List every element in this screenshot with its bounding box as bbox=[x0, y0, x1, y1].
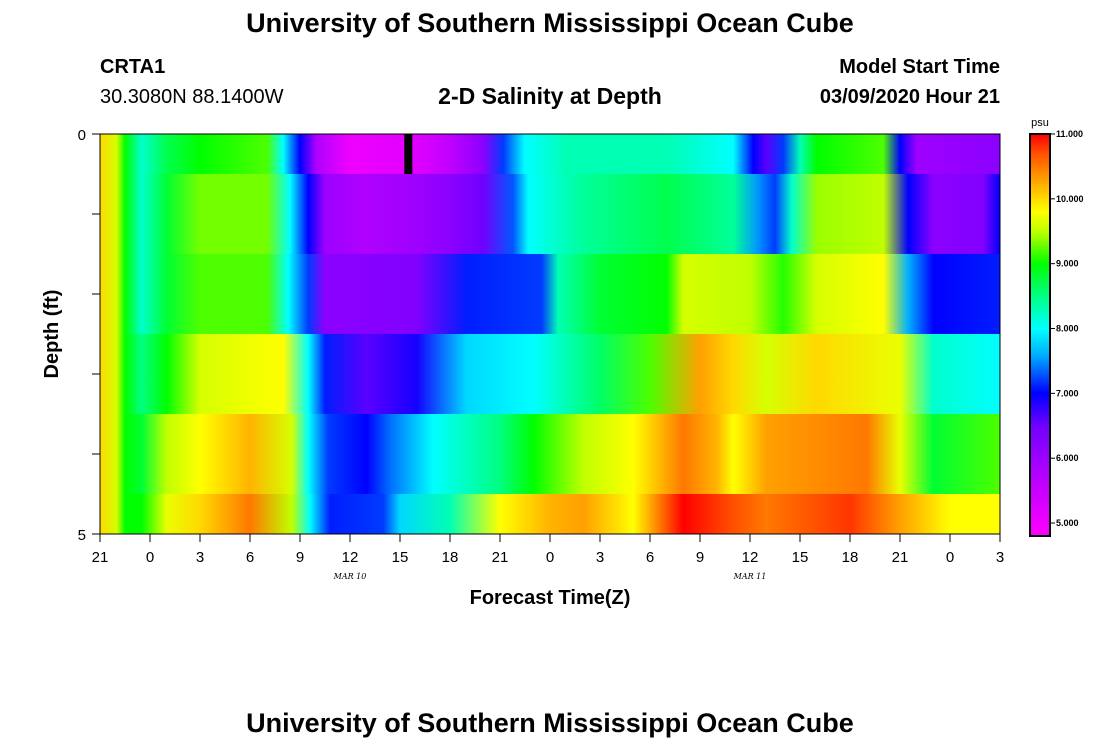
x-tick-label: 21 bbox=[92, 549, 109, 566]
x-tick-label: 21 bbox=[892, 549, 909, 566]
y-axis: 05 bbox=[78, 127, 100, 544]
station-coordinates: 30.3080N 88.1400W bbox=[100, 86, 284, 108]
x-tick-label: 3 bbox=[996, 549, 1004, 566]
colorbar-gradient bbox=[1029, 133, 1051, 537]
x-axis-title: Forecast Time(Z) bbox=[470, 587, 631, 609]
colorbar-unit: psu bbox=[1031, 117, 1049, 129]
x-tick-label: 12 bbox=[742, 549, 759, 566]
x-tick-label: 12 bbox=[342, 549, 359, 566]
main-title: University of Southern Mississippi Ocean… bbox=[246, 8, 854, 38]
x-tick-label: 0 bbox=[146, 549, 154, 566]
heatmap-row bbox=[100, 134, 1000, 174]
plot-title: 2-D Salinity at Depth bbox=[438, 83, 662, 109]
heatmap-cells bbox=[100, 134, 1000, 534]
heatmap-row bbox=[100, 174, 1000, 254]
x-tick-label: 3 bbox=[196, 549, 204, 566]
colorbar: 11.000 10.000 9.000 8.000 7.000 6.000 5.000 ps… bbox=[1029, 117, 1084, 537]
x-tick-label: 0 bbox=[946, 549, 954, 566]
heatmap-row bbox=[100, 334, 1000, 414]
x-tick-label: 21 bbox=[492, 549, 509, 566]
heatmap-markers bbox=[404, 134, 413, 174]
salinity-heatmap-chart: 21 0 3 6 9 12 15 18 21 0 3 6 9 12 15 18 21 0 3 MAR 10 MAR 11… bbox=[41, 117, 1084, 609]
x-axis: 21 0 3 6 9 12 15 18 21 0 3 6 9 12 15 18 21 0 3 MAR 10 MAR 11 bbox=[92, 533, 1004, 581]
x-tick-label: 18 bbox=[442, 549, 459, 566]
x-tick-label: 15 bbox=[792, 549, 809, 566]
heatmap-marker bbox=[404, 134, 413, 174]
model-start-value: 03/09/2020 Hour 21 bbox=[819, 86, 1000, 108]
y-tick-label-bottom: 5 bbox=[78, 527, 86, 544]
heatmap-row bbox=[100, 254, 1000, 334]
colorbar-tick-label: 9.000 bbox=[1056, 259, 1079, 269]
model-start-label: Model Start Time bbox=[839, 56, 1000, 78]
x-tick-label: 6 bbox=[646, 549, 654, 566]
x-tick-label: 0 bbox=[546, 549, 554, 566]
x-tick-label: 3 bbox=[596, 549, 604, 566]
x-tick-label: 9 bbox=[296, 549, 304, 566]
colorbar-tick-label: 10.000 bbox=[1056, 194, 1084, 204]
colorbar-tick-label: 7.000 bbox=[1056, 388, 1079, 398]
station-id: CRTA1 bbox=[100, 56, 166, 78]
x-tick-label: 6 bbox=[246, 549, 254, 566]
colorbar-tick-label: 8.000 bbox=[1056, 324, 1079, 334]
heatmap-row bbox=[100, 494, 1000, 534]
x-tick-label: 9 bbox=[696, 549, 704, 566]
colorbar-tick-label: 11.000 bbox=[1056, 129, 1083, 139]
x-date-label: MAR 11 bbox=[733, 572, 767, 581]
colorbar-tick-label: 5.000 bbox=[1056, 518, 1079, 528]
colorbar-tick-label: 6.000 bbox=[1056, 453, 1079, 463]
x-tick-label: 18 bbox=[842, 549, 859, 566]
y-tick-label-top: 0 bbox=[78, 127, 86, 144]
footer-title: University of Southern Mississippi Ocean… bbox=[246, 708, 854, 738]
x-date-label: MAR 10 bbox=[333, 572, 367, 581]
y-axis-title: Depth (ft) bbox=[41, 290, 63, 379]
colorbar-ticks: 11.000 10.000 9.000 8.000 7.000 6.000 5.000 bbox=[1050, 129, 1084, 528]
heatmap-row bbox=[100, 414, 1000, 494]
x-tick-label: 15 bbox=[392, 549, 409, 566]
